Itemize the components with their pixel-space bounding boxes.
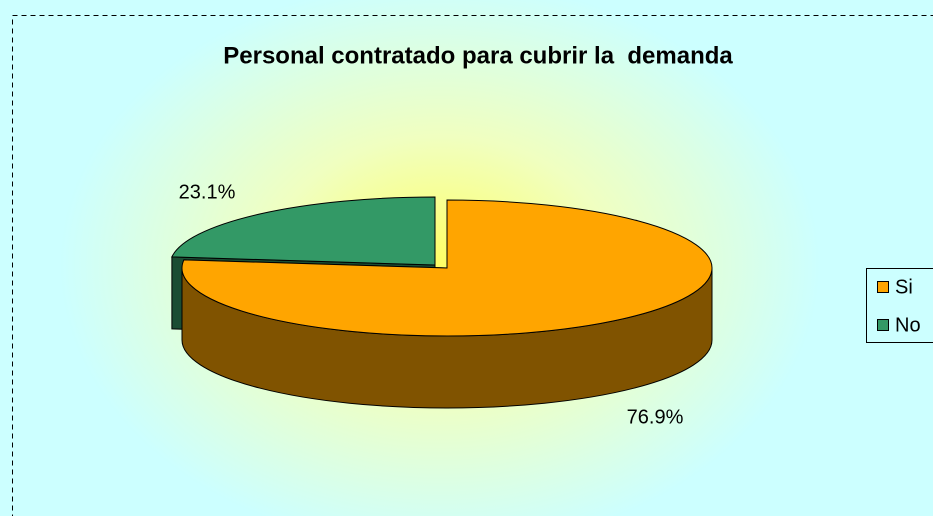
chart-title: Personal contratado para cubrir la deman…	[223, 42, 733, 69]
legend-label: Si	[895, 276, 913, 298]
data-label: 23.1%	[179, 181, 236, 203]
pie-slice	[181, 199, 713, 337]
legend-swatch	[877, 319, 889, 331]
legend-label: No	[895, 314, 921, 336]
legend-swatch	[877, 281, 889, 293]
pie	[171, 196, 713, 409]
pie-slice	[171, 196, 436, 266]
data-label: 76.9%	[627, 406, 684, 428]
